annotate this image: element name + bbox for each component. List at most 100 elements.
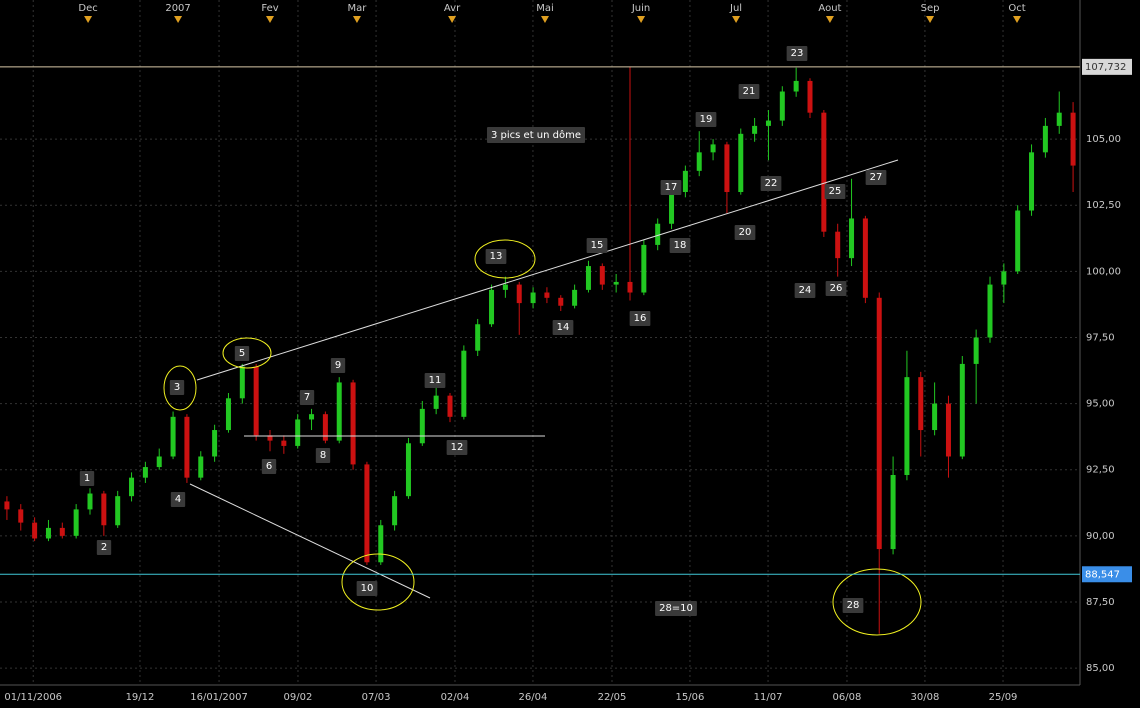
annotation: 16: [634, 313, 647, 324]
candle-body: [599, 266, 605, 285]
candle-body: [572, 289, 578, 306]
annotation-box: [695, 112, 717, 127]
candle-body: [724, 144, 730, 193]
candle-body: [115, 496, 121, 526]
annotation-box: [424, 373, 446, 388]
candle-body: [835, 231, 841, 259]
annotation-box: [170, 492, 186, 507]
annotation: 27: [870, 172, 883, 183]
candle-body: [627, 281, 633, 293]
candle-body: [669, 192, 675, 224]
candle-body: [945, 403, 951, 457]
annotation-box: [738, 84, 760, 99]
annotation-box: [234, 346, 250, 361]
candle-body: [4, 501, 10, 510]
annotation-box: [169, 380, 185, 395]
annotation: 17: [665, 182, 678, 193]
x-tick-label: 30/08: [911, 692, 940, 703]
top-tick-label: 2007: [165, 3, 190, 14]
candle-body: [336, 382, 342, 441]
candle-body: [73, 509, 79, 536]
candle-body: [849, 218, 855, 259]
circle: [222, 337, 272, 369]
candle-body: [516, 284, 522, 304]
x-tick-label: 25/09: [989, 692, 1018, 703]
annotation: 11: [429, 375, 442, 386]
annotation: 22: [765, 178, 778, 189]
x-tick-label: 07/03: [362, 692, 391, 703]
candle-body: [544, 292, 550, 298]
candle-body: [904, 377, 910, 476]
candle-body: [253, 366, 259, 436]
top-tick-marker: [825, 16, 834, 23]
candle-body: [350, 382, 356, 465]
top-tick-label: Aout: [818, 3, 841, 14]
annotation-box: [299, 390, 315, 405]
x-tick-label: 09/02: [284, 692, 313, 703]
annotations: 1234567891011121314151617181920212223242…: [79, 46, 887, 616]
top-tick-marker: [84, 16, 93, 23]
annotation-box: [655, 601, 697, 616]
y-tick-label: 92,50: [1086, 465, 1115, 476]
candle-body: [433, 395, 439, 409]
top-tick-label: Fev: [261, 3, 278, 14]
y-tick-label: 100,00: [1086, 266, 1121, 277]
candle-body: [752, 125, 758, 134]
candle-body: [959, 363, 965, 457]
trend-line: [196, 159, 899, 381]
grid: [0, 0, 1080, 685]
candle-body: [779, 91, 785, 121]
annotation-box: [794, 283, 816, 298]
y-tick-label: 87,50: [1086, 597, 1115, 608]
top-tick-label: Jul: [729, 3, 742, 14]
x-tick-label: 15/06: [676, 692, 705, 703]
annotation-box: [79, 471, 95, 486]
annotation: 3 pics et un dôme: [491, 129, 581, 141]
candle-body: [987, 284, 993, 338]
level-label-box: [1082, 566, 1132, 583]
candle-body: [447, 395, 453, 417]
candle-body: [170, 416, 176, 457]
top-tick-label: Mai: [536, 3, 554, 14]
annotation-box: [865, 170, 887, 185]
annotation: 14: [557, 322, 570, 333]
top-tick-marker: [540, 16, 549, 23]
annotation: 7: [304, 392, 310, 403]
circle: [832, 568, 922, 636]
annotation: 19: [700, 114, 713, 125]
candle-body: [281, 440, 287, 446]
candle-body: [862, 218, 868, 298]
level-label-box: [1082, 58, 1132, 75]
level-label: 107,732: [1085, 62, 1126, 73]
candle-body: [502, 284, 508, 290]
annotation-box: [629, 311, 651, 326]
candle-body: [18, 509, 24, 523]
annotation-box: [786, 46, 808, 61]
top-tick-marker: [266, 16, 274, 23]
circle: [474, 239, 536, 279]
candle-body: [890, 475, 896, 550]
candle-body: [461, 350, 467, 417]
annotation-box: [330, 358, 346, 373]
candle-body: [710, 144, 716, 153]
candle-body: [613, 281, 619, 285]
annotation: 18: [674, 240, 687, 251]
candle-body: [682, 170, 688, 193]
y-tick-label: 97,50: [1086, 332, 1115, 343]
annotation-box: [446, 440, 468, 455]
annotation: 25: [829, 186, 842, 197]
x-tick-label: 11/07: [754, 692, 783, 703]
candle-body: [129, 477, 135, 497]
annotation: 10: [361, 583, 374, 594]
candle-body: [1015, 210, 1021, 272]
annotation-box: [824, 184, 846, 199]
candle-body: [655, 223, 661, 245]
candle-body: [419, 408, 425, 444]
candle-body: [973, 337, 979, 364]
candle-body: [696, 152, 702, 171]
candle-body: [322, 414, 328, 441]
candles: [4, 66, 1076, 634]
top-tick-label: Avr: [444, 3, 461, 14]
annotation: 4: [175, 494, 181, 505]
